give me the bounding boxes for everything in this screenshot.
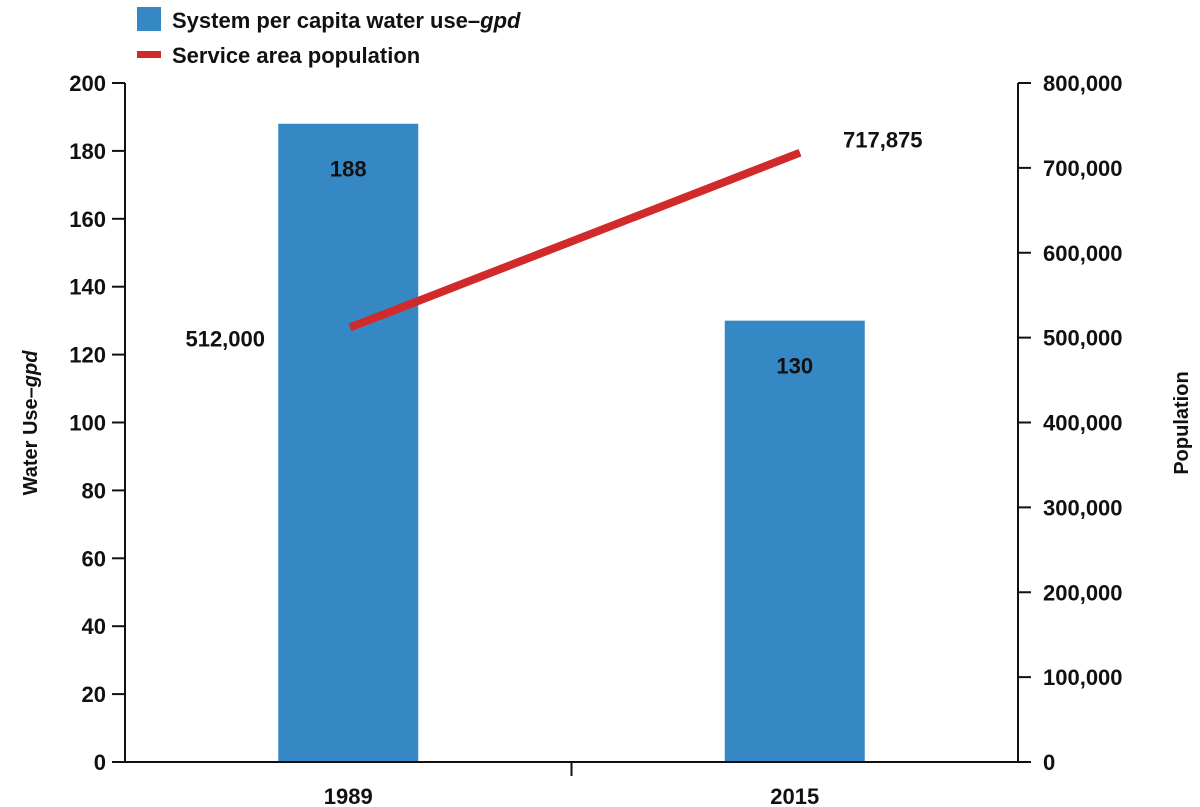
legend-label-line: Service area population (172, 43, 420, 68)
legend-swatch-bar (137, 7, 161, 31)
left-tick-label: 180 (69, 139, 106, 164)
population-line (348, 148, 802, 332)
left-axis-title: Water Use–gpd (20, 350, 42, 496)
axes-layer: 0 20 40 60 80 100 120 140 160 180 200 0 100,000 200,0… (69, 71, 1122, 807)
left-tick-label: 60 (82, 546, 106, 571)
right-tick-label: 800,000 (1043, 71, 1123, 96)
left-tick-label: 160 (69, 207, 106, 232)
x-tick-label-1989: 1989 (324, 784, 373, 807)
right-tick-label: 300,000 (1043, 495, 1123, 520)
right-tick-label: 700,000 (1043, 156, 1123, 181)
left-tick-label: 20 (82, 682, 106, 707)
left-tick-label: 120 (69, 343, 106, 368)
left-tick-label: 100 (69, 411, 106, 436)
left-tick-label: 40 (82, 614, 106, 639)
right-tick-label: 0 (1043, 750, 1055, 775)
right-tick-label: 200,000 (1043, 580, 1123, 605)
bar-2015 (724, 320, 865, 762)
legend: System per capita water use–gpd Service … (137, 7, 521, 68)
left-tick-label: 200 (69, 71, 106, 96)
legend-swatch-line (137, 51, 161, 58)
bars-layer (278, 123, 865, 763)
right-tick-label: 600,000 (1043, 241, 1123, 266)
left-tick-label: 0 (94, 750, 106, 775)
left-tick-label: 80 (82, 478, 106, 503)
population-value-label-2015: 717,875 (843, 128, 923, 153)
bar-value-label-2015: 130 (776, 354, 813, 379)
population-value-label-1989: 512,000 (185, 326, 265, 351)
right-tick-label: 400,000 (1043, 411, 1123, 436)
right-axis-title: Population (1171, 371, 1193, 474)
line-layer (348, 148, 802, 332)
left-tick-label: 140 (69, 275, 106, 300)
x-tick-label-2015: 2015 (770, 784, 819, 807)
right-tick-label: 100,000 (1043, 665, 1123, 690)
legend-label-bar: System per capita water use–gpd (172, 8, 521, 33)
bar-value-label-1989: 188 (330, 157, 367, 182)
data-labels-layer: 188 130 512,000 717,875 (185, 128, 922, 379)
bar-1989 (278, 123, 419, 763)
right-tick-label: 500,000 (1043, 326, 1123, 351)
